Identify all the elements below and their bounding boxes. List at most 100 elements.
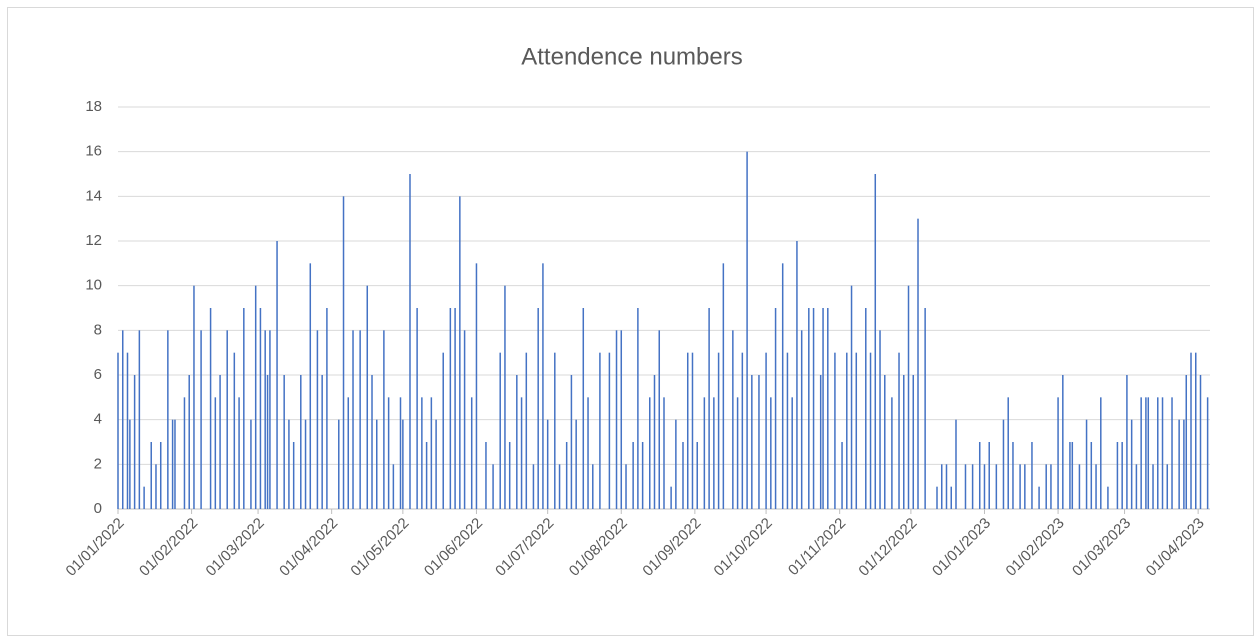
bar: [592, 464, 594, 509]
bar: [1126, 375, 1128, 509]
y-tick-label: 2: [94, 455, 102, 472]
bar: [470, 397, 473, 509]
bar: [1057, 397, 1059, 509]
bar: [150, 442, 152, 509]
bar: [525, 352, 528, 509]
bar: [936, 486, 938, 509]
bar: [1178, 419, 1180, 509]
bar: [691, 352, 694, 509]
bar: [850, 285, 853, 509]
bar: [751, 375, 753, 509]
bar: [454, 308, 456, 509]
bar: [565, 442, 568, 509]
bar: [770, 397, 772, 509]
bar: [746, 151, 748, 509]
bar: [658, 330, 661, 509]
bar: [209, 308, 212, 509]
bar: [264, 330, 266, 509]
bar: [1002, 419, 1005, 509]
bar: [402, 419, 404, 509]
bar: [1100, 397, 1102, 509]
bar: [266, 375, 269, 509]
bar: [520, 397, 523, 509]
bar: [686, 352, 689, 509]
bar: [874, 174, 877, 509]
bar: [1024, 464, 1026, 509]
bar: [940, 464, 943, 509]
bar: [138, 330, 141, 509]
bar: [504, 285, 506, 509]
bar: [575, 419, 577, 509]
bar: [971, 464, 974, 509]
bar: [855, 352, 858, 509]
bar: [1085, 419, 1088, 509]
bar: [625, 464, 627, 509]
bar: [276, 241, 278, 509]
y-tick-label: 6: [94, 366, 102, 383]
bar: [193, 285, 195, 509]
bar: [682, 442, 684, 509]
bar: [983, 464, 986, 509]
bar: [250, 419, 252, 509]
bar: [924, 308, 926, 509]
bar: [129, 419, 131, 509]
bar: [620, 330, 623, 509]
bar: [903, 375, 905, 509]
bar: [1183, 419, 1185, 509]
bar: [703, 397, 706, 509]
y-tick-label: 4: [94, 411, 102, 428]
bar: [995, 464, 998, 509]
bar: [133, 375, 136, 509]
bar: [292, 442, 295, 509]
bar: [516, 375, 518, 509]
bar: [917, 218, 919, 509]
bar: [558, 464, 561, 509]
bar: [1045, 464, 1047, 509]
bar: [425, 442, 428, 509]
bar: [950, 486, 952, 509]
bar: [865, 308, 867, 509]
bar: [219, 375, 221, 509]
bar: [238, 397, 240, 509]
bar: [126, 352, 129, 509]
bar: [599, 352, 601, 509]
bar: [409, 174, 411, 509]
bar: [1019, 464, 1021, 509]
bar: [791, 397, 793, 509]
bar: [1107, 486, 1109, 509]
bar: [663, 397, 665, 509]
bar: [841, 442, 843, 509]
bar: [736, 397, 739, 509]
bar: [243, 308, 245, 509]
bar: [214, 397, 217, 509]
bar: [632, 442, 634, 509]
bar: [421, 397, 423, 509]
bar: [338, 419, 340, 509]
chart-border: [7, 7, 1254, 636]
bar: [717, 352, 720, 509]
bar: [846, 352, 848, 509]
bar: [781, 263, 784, 509]
bar: [485, 442, 487, 509]
bar: [774, 308, 777, 509]
bar: [1062, 375, 1064, 509]
y-tick-label: 16: [85, 143, 102, 160]
bar: [309, 263, 312, 509]
bar: [435, 419, 437, 509]
bar: [587, 397, 589, 509]
bar: [988, 442, 990, 509]
bar: [1195, 352, 1197, 509]
bar: [442, 352, 444, 509]
bar: [978, 442, 981, 509]
bar: [416, 308, 418, 509]
bar: [675, 419, 677, 509]
bar: [143, 486, 145, 509]
bar: [259, 308, 262, 509]
bar: [387, 397, 390, 509]
bar: [399, 397, 402, 509]
bar: [171, 419, 174, 509]
bar: [508, 442, 511, 509]
y-tick-label: 12: [85, 232, 102, 249]
